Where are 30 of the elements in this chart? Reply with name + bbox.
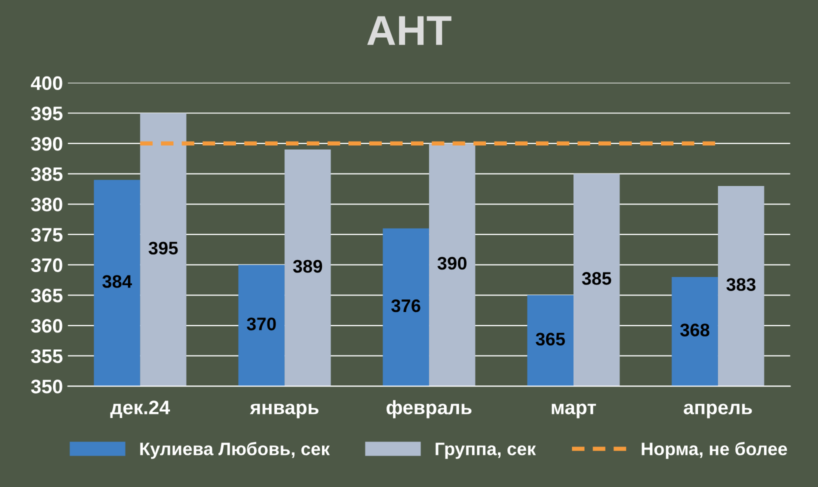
x-tick-label: январь [250,404,318,418]
data-label: 384 [102,275,132,288]
data-label: 368 [680,324,710,336]
data-label: 395 [148,242,178,255]
y-tick-label: 360 [31,318,62,333]
x-tick-label: март [552,404,596,418]
x-tick-label: февраль [386,400,472,418]
y-tick-label: 380 [31,198,62,212]
data-label: 383 [726,278,756,291]
data-label: 370 [246,318,276,330]
data-label: 385 [582,272,612,285]
x-tick-label: апрель [684,404,752,418]
y-tick-label: 375 [31,228,62,242]
legend-label: Норма, не более [642,442,788,459]
data-label: 365 [536,332,565,346]
y-tick-label: 390 [31,136,62,151]
legend-label: Группа, сек [436,442,536,459]
y-tick-label: 400 [30,76,62,90]
x-tick-label: дек.24 [110,400,170,418]
legend-label: Кулиева Любовь, сек [140,442,330,459]
chart-title: АНТ [367,16,452,45]
data-label: 390 [438,256,466,270]
y-tick-label: 395 [31,106,62,120]
y-tick-label: 350 [31,380,62,394]
data-label: 389 [293,260,322,273]
data-label: 376 [391,299,420,312]
y-tick-label: 370 [31,258,62,272]
y-tick-label: 355 [31,349,62,364]
y-tick-label: 385 [31,167,62,182]
y-tick-label: 365 [31,288,62,302]
